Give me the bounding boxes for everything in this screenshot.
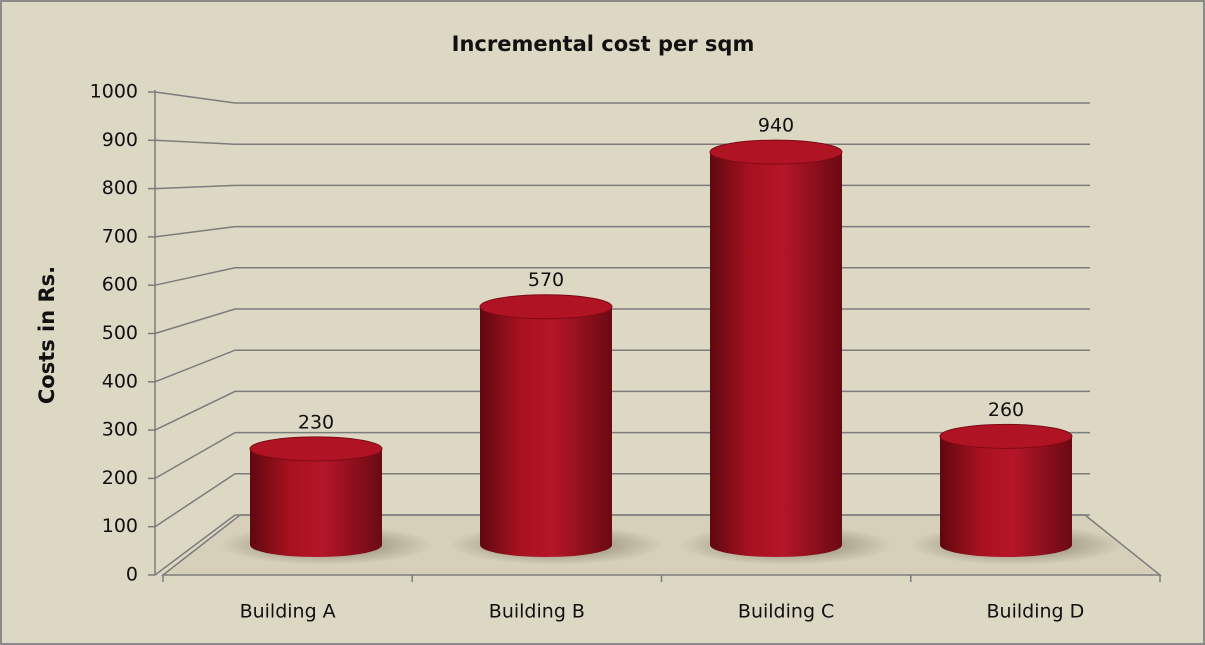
value-label: 230 xyxy=(298,411,334,433)
bar-top xyxy=(479,294,613,320)
value-label: 570 xyxy=(528,269,564,291)
x-tick-label: Building A xyxy=(240,601,336,623)
chart-title: Incremental cost per sqm xyxy=(452,32,755,56)
y-tick-label: 700 xyxy=(102,225,138,247)
y-tick-label: 600 xyxy=(102,274,138,296)
y-tick-label: 800 xyxy=(102,177,138,199)
bar-top xyxy=(709,139,843,165)
bar-top xyxy=(939,423,1073,449)
x-tick-label: Building B xyxy=(489,601,585,623)
y-axis-label: Costs in Rs. xyxy=(35,266,59,404)
value-label: 940 xyxy=(758,115,794,137)
bar-top xyxy=(249,436,383,462)
bar xyxy=(480,306,612,557)
value-label: 260 xyxy=(988,399,1024,421)
y-tick-label: 400 xyxy=(102,370,138,392)
bar xyxy=(250,448,382,557)
y-tick-label: 100 xyxy=(102,515,138,537)
bar xyxy=(940,436,1072,557)
y-tick-label: 300 xyxy=(102,419,138,441)
grid-line xyxy=(154,91,1090,104)
y-tick-label: 200 xyxy=(102,467,138,489)
x-tick-label: Building D xyxy=(987,601,1085,623)
y-tick-label: 900 xyxy=(102,129,138,151)
y-tick-label: 0 xyxy=(126,564,138,586)
bar xyxy=(710,152,842,557)
y-tick-label: 500 xyxy=(102,322,138,344)
y-tick-label: 1000 xyxy=(90,81,138,103)
x-tick-label: Building C xyxy=(738,601,834,623)
